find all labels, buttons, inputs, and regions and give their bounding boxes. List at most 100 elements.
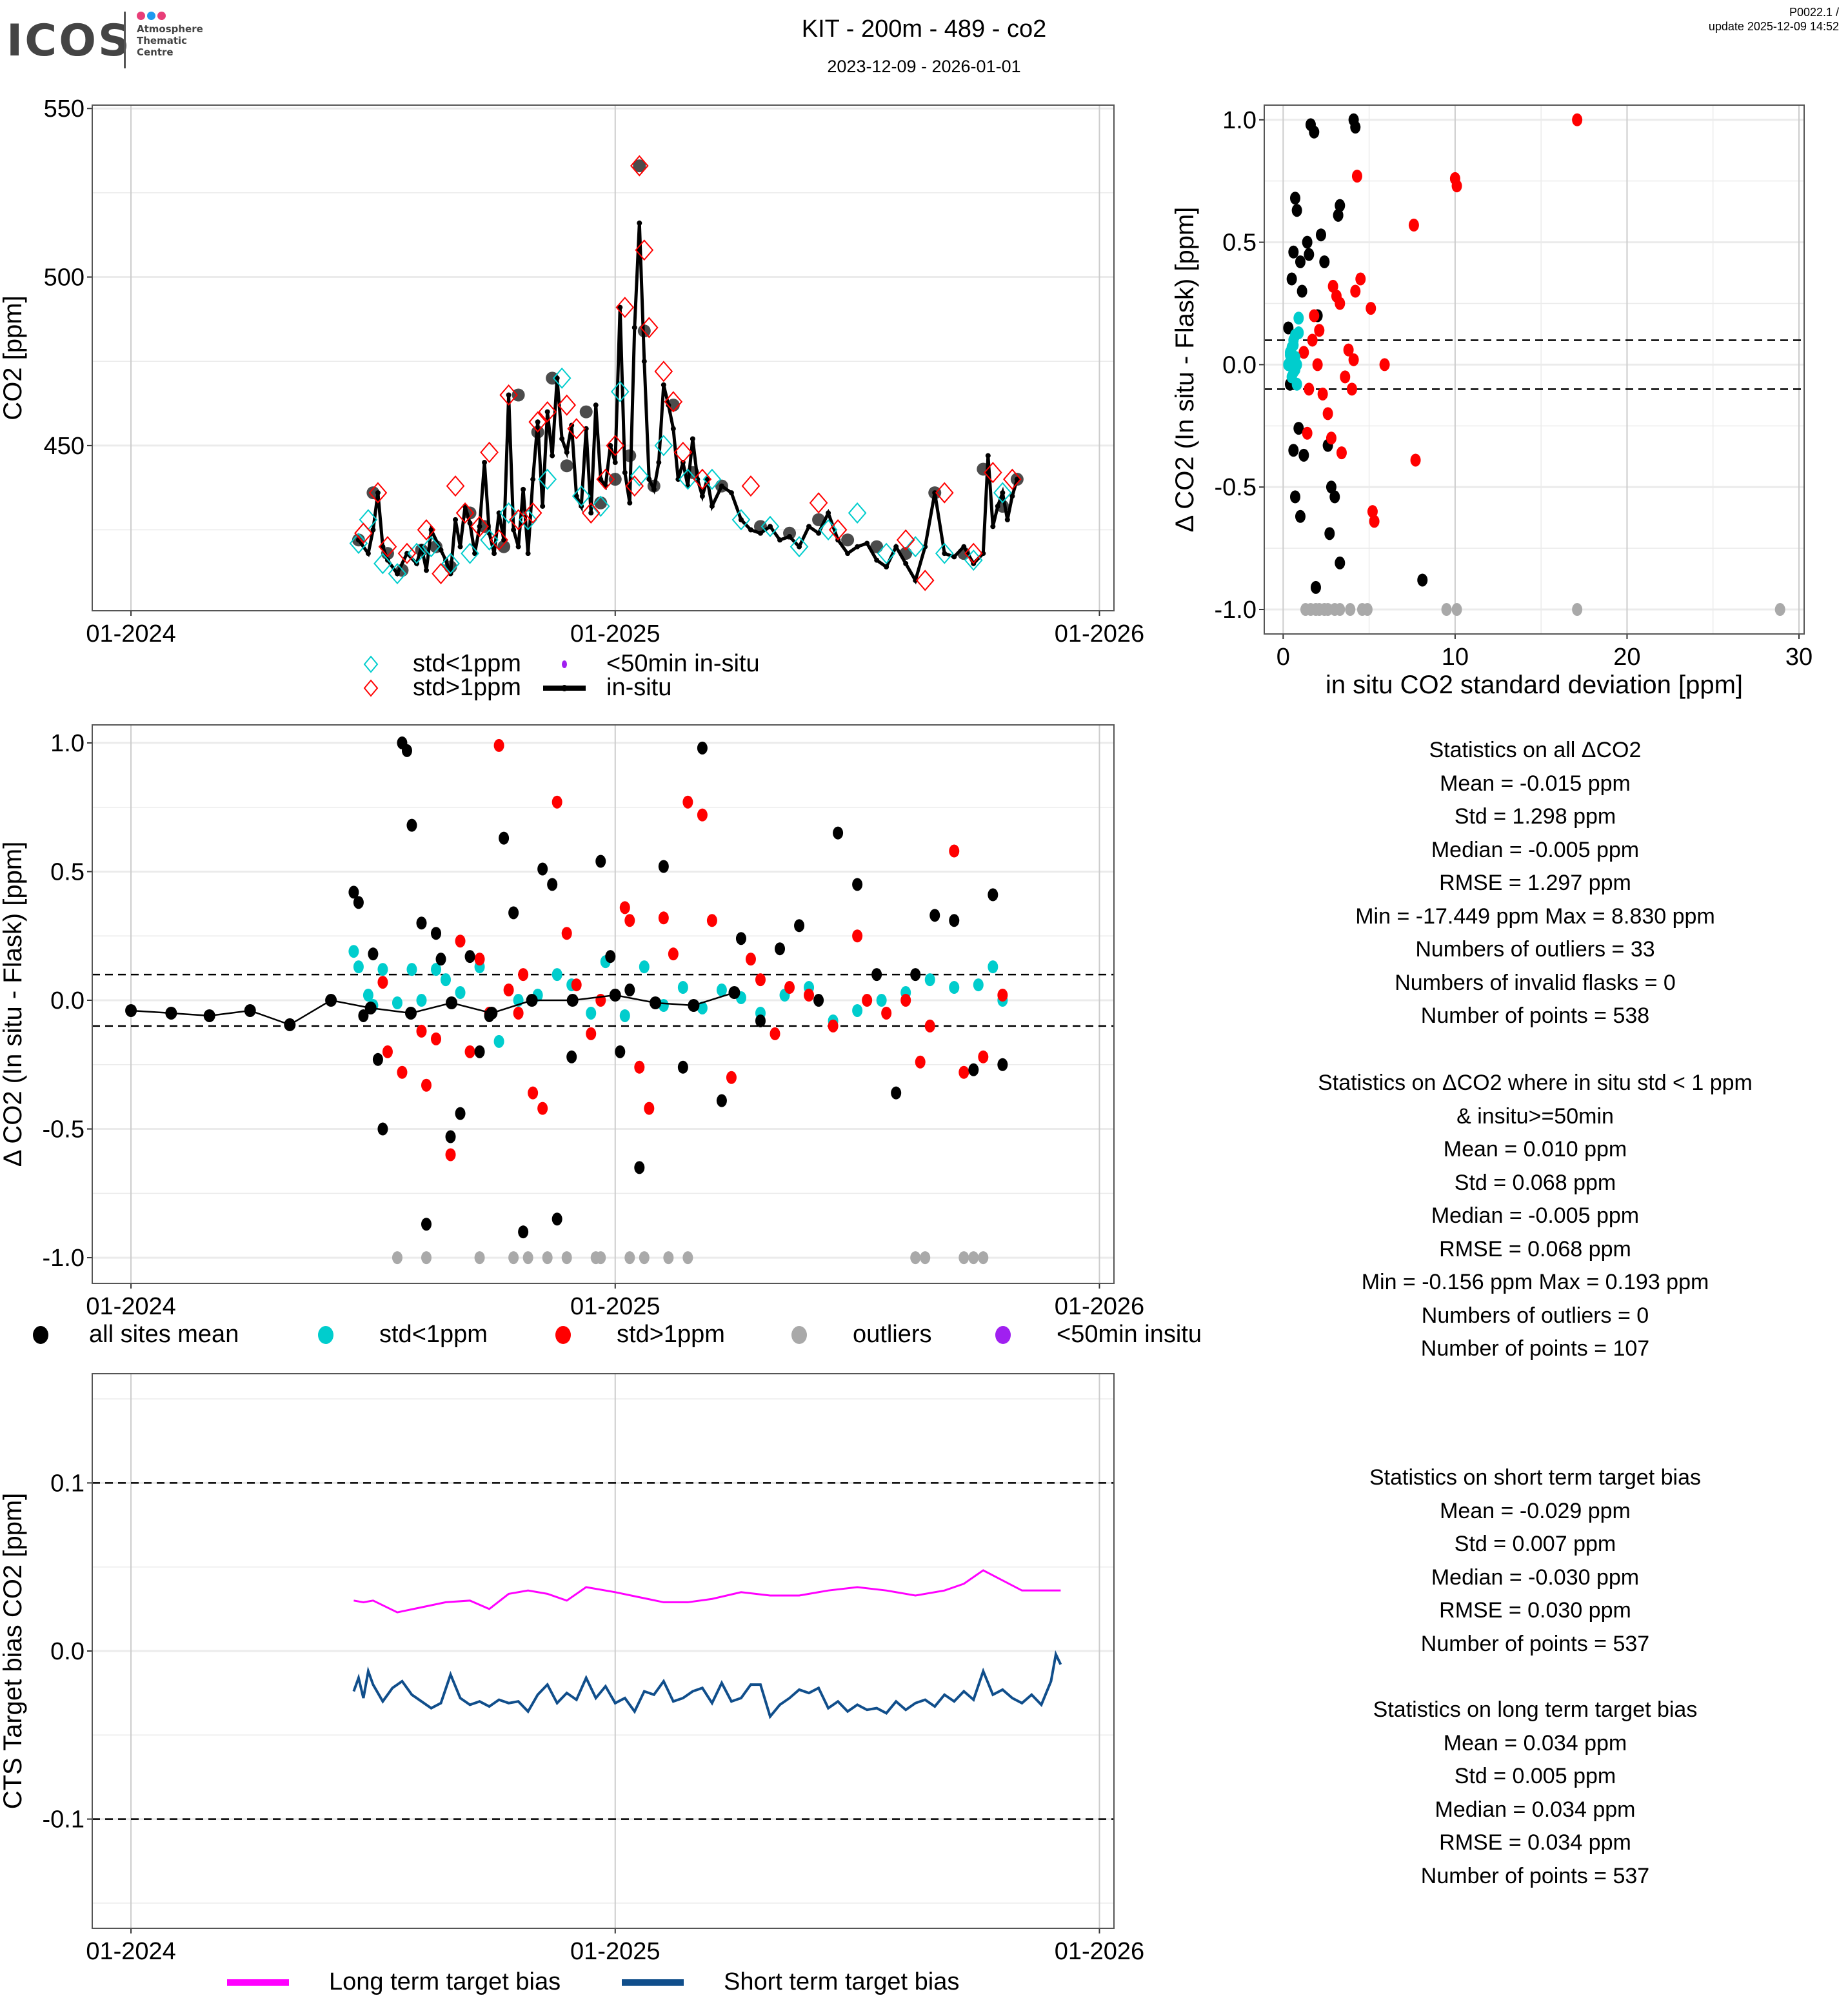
- lt50-point: [372, 1053, 383, 1066]
- legend-top-insitu: in-situ: [542, 674, 671, 702]
- std-lt-diamond: [877, 542, 896, 564]
- std-gt-point: [924, 1019, 935, 1033]
- lt50-point: [455, 1107, 466, 1120]
- legend-label: std<1ppm: [379, 1321, 488, 1348]
- lt50-point: [1293, 422, 1304, 435]
- std-gt-point: [1350, 284, 1361, 298]
- mean-line: [130, 991, 735, 1026]
- std-gt-point: [770, 1027, 780, 1040]
- insitu-point: [428, 527, 434, 533]
- std-gt-diamond: [673, 441, 693, 463]
- insitu-point: [612, 460, 618, 466]
- insitu-point: [622, 470, 628, 475]
- outlier-point: [1335, 603, 1346, 617]
- std-gt-point: [726, 1071, 737, 1084]
- logo-dots-icon: [137, 12, 168, 23]
- std-gt-point: [1336, 446, 1347, 460]
- std-lt-diamond: [388, 562, 407, 585]
- insitu-point: [709, 503, 715, 509]
- outlier-point: [682, 1251, 693, 1265]
- std-gt-point: [1317, 387, 1328, 400]
- lt50-point: [435, 953, 446, 966]
- lt50-point: [1289, 490, 1300, 504]
- std-lt-point: [493, 1034, 504, 1048]
- legend-mid-std-gt: std>1ppm: [553, 1321, 725, 1349]
- std-lt-diamond: [654, 435, 673, 457]
- stats-title: Statistics on all ΔCO2: [1429, 738, 1642, 762]
- lt50-point: [1291, 204, 1302, 217]
- std-gt-point: [445, 1148, 456, 1162]
- lt50-point: [813, 994, 824, 1007]
- std-lt-diamond: [422, 536, 441, 558]
- logo-line-2: Thematic: [137, 35, 188, 46]
- std-lt-diamond: [630, 465, 649, 487]
- lt50-point: [358, 1009, 369, 1022]
- std-gt-diamond: [354, 522, 373, 544]
- std-gt-point: [1379, 358, 1390, 371]
- insitu-point: [627, 500, 633, 506]
- target-bias-panel: 01-2024 01-2025 01-2026 -0.1 0.0 0.1 CTS Targe…: [0, 1373, 1144, 1965]
- std-lt-point: [353, 960, 364, 974]
- std-lt-diamond: [519, 509, 537, 531]
- logo-subtitle: Atmosphere Thematic Centre: [137, 23, 203, 58]
- lt50-point: [775, 942, 786, 956]
- std-gt-diamond: [509, 509, 528, 531]
- stats-line: Min = -17.449 ppm Max = 8.830 ppm: [1355, 904, 1715, 929]
- std-gt-point: [1312, 358, 1323, 371]
- std-lt-point: [988, 960, 999, 974]
- std-lt-point: [377, 963, 388, 976]
- std-gt-point: [862, 994, 873, 1007]
- std-gt-point: [900, 994, 911, 1007]
- std-lt-point: [363, 989, 373, 1002]
- insitu-point: [864, 540, 870, 546]
- std-lt-point: [697, 1001, 708, 1014]
- std-gt-diamond: [499, 384, 518, 406]
- std-gt-diamond: [654, 361, 673, 382]
- std-gt-diamond: [523, 502, 542, 524]
- outlier-point: [639, 1251, 650, 1265]
- outlier-point: [968, 1251, 979, 1265]
- std-gt-point: [828, 1019, 839, 1033]
- stats-line: Median = 0.034 ppm: [1435, 1797, 1636, 1822]
- std-gt-point: [978, 1050, 989, 1063]
- mean-point: [566, 994, 579, 1007]
- lt50-point: [1324, 527, 1335, 540]
- std-lt-point: [392, 996, 402, 1010]
- std-lt-diamond: [499, 502, 518, 524]
- lt50-point: [497, 540, 511, 553]
- lt50-point: [1315, 228, 1326, 242]
- outlier-point: [1362, 603, 1373, 617]
- std-gt-diamond: [1003, 468, 1022, 490]
- legend-bottom-long: Long term target bias: [226, 1968, 561, 1996]
- std-gt-point: [1307, 333, 1318, 347]
- insitu-point: [637, 220, 642, 226]
- insitu-point: [951, 554, 957, 560]
- std-lt-diamond: [552, 367, 571, 389]
- outlier-point: [1774, 603, 1785, 617]
- std-lt-point: [431, 963, 442, 976]
- lt50-point: [551, 1212, 562, 1226]
- std-lt-point: [1286, 341, 1297, 354]
- std-lt-diamond: [610, 381, 630, 402]
- lt50-point: [444, 560, 457, 574]
- stats-line: Mean = -0.029 ppm: [1440, 1498, 1631, 1523]
- insitu-point: [588, 510, 594, 516]
- outlier-point: [474, 1251, 485, 1265]
- y-axis-label: CO2 [ppm]: [0, 295, 27, 420]
- lt50-point: [474, 1045, 485, 1058]
- std-lt-diamond: [702, 468, 722, 490]
- legend-label: std<1ppm: [413, 650, 521, 677]
- std-gt-point: [1410, 453, 1421, 467]
- outlier-point: [542, 1251, 553, 1265]
- std-gt-diamond: [639, 317, 659, 339]
- std-gt-point: [1343, 343, 1354, 357]
- legend-top-std-lt: std<1ppm: [361, 650, 521, 678]
- lt50-point: [755, 1014, 766, 1027]
- x-tick-label: 01-2025: [570, 620, 660, 648]
- std-gt-point: [755, 973, 766, 987]
- insitu-point: [559, 436, 565, 442]
- lt50-point: [852, 878, 863, 891]
- outlier-point: [522, 1251, 533, 1265]
- std-gt-diamond: [896, 529, 915, 551]
- stats-line: Number of points = 537: [1420, 1631, 1650, 1656]
